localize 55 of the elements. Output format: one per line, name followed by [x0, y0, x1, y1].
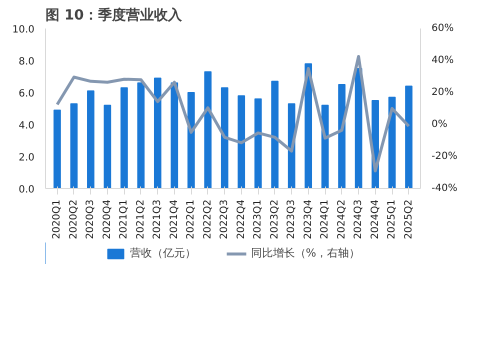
y2-tick-label: 20%	[432, 87, 454, 98]
x-tick-label: 2022Q1	[186, 199, 197, 240]
bar	[238, 95, 246, 188]
line-series	[56, 55, 410, 172]
x-tick-label: 2021Q4	[168, 199, 180, 240]
bar	[187, 92, 195, 188]
bar	[154, 78, 162, 188]
y2-tick-label: 40%	[432, 55, 454, 66]
y2-tick-label: -40%	[432, 183, 458, 194]
y2-tick-label: 0%	[432, 119, 448, 130]
x-tick-label: 2020Q2	[68, 199, 80, 240]
x-tick-label: 2020Q1	[52, 199, 63, 240]
x-tick-label: 2023Q2	[269, 199, 280, 240]
y-tick-label: 0.0	[18, 184, 35, 196]
bar	[70, 103, 78, 188]
x-tick-label: 2021Q3	[152, 199, 164, 240]
y-tick-label: 10.0	[12, 24, 34, 36]
chart-title: 图 10：季度营业收入	[46, 6, 183, 24]
x-tick-label: 2020Q3	[85, 199, 96, 240]
x-tick-label: 2024Q1	[320, 199, 331, 240]
x-tick-label: 2024Q3	[353, 199, 364, 240]
x-tick-label: 2022Q3	[219, 199, 230, 240]
bar	[405, 86, 412, 188]
bar	[254, 98, 262, 188]
x-tick-label: 2023Q3	[286, 199, 298, 240]
legend-label: 营收（亿元）	[130, 246, 196, 260]
bar	[87, 90, 94, 188]
y-tick-label: 2.0	[18, 152, 35, 164]
y2-tick-label: 60%	[432, 23, 454, 34]
x-tick-label: 2025Q2	[403, 199, 414, 240]
x-tick-label: 2024Q2	[336, 199, 348, 240]
bar	[120, 87, 128, 188]
bar	[321, 104, 329, 188]
bar	[104, 104, 112, 188]
x-tick-label: 2022Q2	[202, 199, 214, 240]
x-tick-label: 2021Q1	[118, 199, 130, 240]
x-tick-label: 2022Q4	[236, 199, 247, 240]
y-tick-label: 4.0	[18, 120, 35, 132]
legend-label: 同比增长（%，右轴）	[250, 246, 360, 260]
bar	[204, 71, 212, 188]
bar	[220, 87, 228, 188]
bar	[170, 82, 178, 188]
bar	[271, 80, 279, 188]
y2-tick-label: -20%	[432, 151, 458, 162]
bar	[54, 110, 61, 188]
x-tick-label: 2023Q1	[252, 199, 264, 240]
bar	[338, 84, 346, 188]
bar	[137, 82, 145, 188]
x-tick-label: 2021Q2	[135, 199, 146, 240]
x-tick-label: 2025Q1	[386, 199, 398, 240]
x-tick-label: 2024Q4	[370, 199, 381, 240]
y-tick-label: 8.0	[18, 56, 35, 68]
x-tick-label: 2023Q4	[302, 199, 314, 240]
y-tick-label: 6.0	[18, 88, 35, 100]
x-tick-label: 2020Q4	[102, 199, 113, 240]
